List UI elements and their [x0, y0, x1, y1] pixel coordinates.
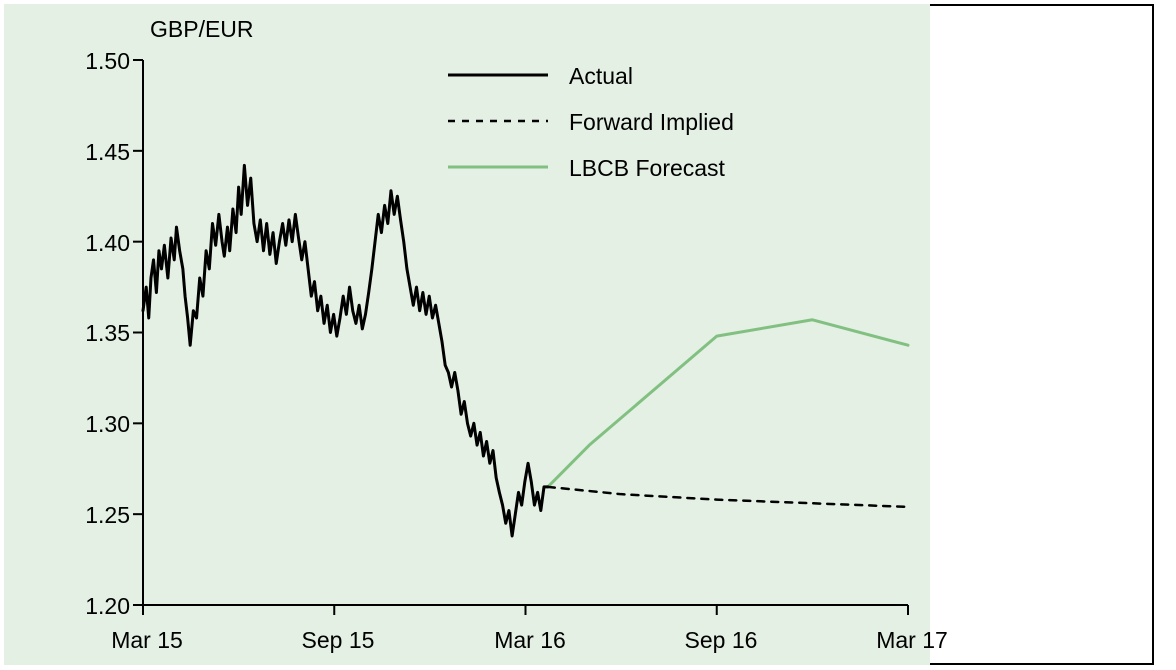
series-lbcb: [548, 320, 908, 487]
series-actual: [143, 165, 548, 536]
chart-plot: [0, 0, 1150, 661]
series-forward: [548, 487, 908, 507]
